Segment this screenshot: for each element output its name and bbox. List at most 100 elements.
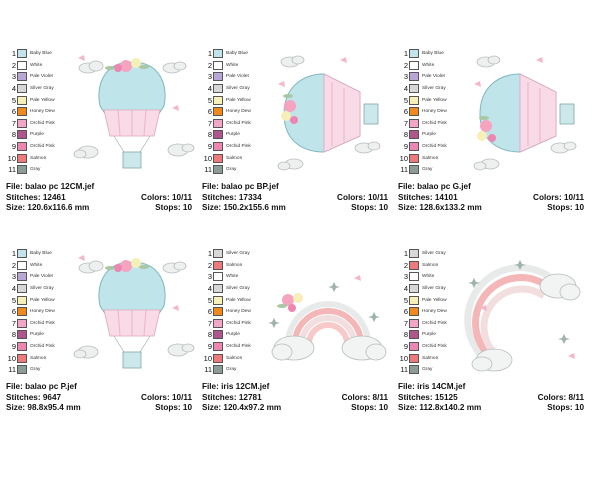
cloud-icon [471, 348, 513, 372]
thread-number: 9 [403, 142, 408, 152]
file-name: File: balao pc 12CM.jef [6, 182, 95, 191]
cloud-icon [73, 345, 99, 359]
thread-name: Salmon [226, 262, 243, 268]
thread-name: Salmon [226, 155, 243, 161]
cloud-icon [271, 335, 315, 361]
thread-number: 7 [207, 118, 212, 128]
thread-swatch [213, 295, 223, 305]
thread-number: 3 [207, 72, 212, 82]
stop-count: Stops: 10 [351, 203, 388, 212]
thread-name: Salmon [422, 355, 439, 361]
thread-number: 8 [11, 330, 16, 340]
stitch-count: Stitches: 12781 [202, 392, 262, 402]
thread-name: Orchid Pink [30, 320, 55, 326]
thread-swatch [213, 272, 223, 282]
thread-swatch [213, 84, 223, 94]
file-name: File: balao pc P.jef [6, 382, 77, 391]
thread-number: 1 [207, 249, 212, 259]
thread-color-row: 11 Gray [398, 164, 478, 176]
thread-swatch [213, 107, 223, 117]
cloud-icon [473, 158, 500, 171]
cloud-icon [162, 261, 187, 274]
design-size: Size: 98.8x95.4 mm [6, 403, 81, 412]
thread-name: Orchid Pink [226, 144, 251, 150]
thread-name: Pale Yellow [226, 97, 251, 103]
thread-name: Gray [226, 167, 237, 173]
stop-count: Stops: 10 [155, 403, 192, 412]
thread-color-row: 11 Gray [6, 364, 86, 376]
thread-swatch [213, 72, 223, 82]
butterfly-icon [354, 275, 361, 281]
thread-color-row: 6 Honey Dew [6, 106, 86, 118]
thread-number: 3 [11, 272, 16, 282]
thread-color-row: 7 Orchid Pink [6, 118, 86, 130]
thread-color-row: 4 Silver Gray [398, 283, 478, 295]
cloud-icon [539, 273, 581, 301]
thread-name: Orchid Pink [226, 320, 251, 326]
thread-color-row: 7 Orchid Pink [398, 118, 478, 130]
butterfly-icon [78, 255, 179, 311]
thread-number: 1 [403, 249, 408, 259]
thread-name: Baby Blue [30, 251, 52, 257]
thread-number: 9 [11, 142, 16, 152]
thread-color-row: 6 Honey Dew [398, 106, 478, 118]
thread-number: 11 [204, 365, 212, 375]
cloud-icon [476, 55, 501, 68]
thread-swatch [213, 60, 223, 70]
thread-swatch [409, 295, 419, 305]
thread-name: Orchid Pink [422, 120, 447, 126]
flower-icon [105, 258, 149, 272]
flower-icon [281, 94, 298, 124]
thread-number: 10 [399, 153, 408, 163]
stitch-count: Stitches: 12461 [6, 192, 66, 202]
thread-swatch [213, 249, 223, 259]
thread-number: 2 [11, 60, 16, 70]
thread-palette: 1 Baby Blue 2 White 3 Pale Violet 4 Silver Gray… [6, 48, 86, 176]
thread-name: Honey Dew [30, 309, 55, 315]
thread-number: 6 [403, 307, 408, 317]
thread-name: Silver Gray [226, 86, 250, 92]
thread-swatch [213, 142, 223, 152]
star-icon [268, 282, 380, 328]
thread-number: 9 [207, 142, 212, 152]
thread-color-row: 5 Pale Yellow [202, 94, 282, 106]
thread-color-row: 2 White [6, 260, 86, 272]
thread-name: Baby Blue [422, 51, 444, 57]
thread-name: White [422, 62, 435, 68]
design-size: Size: 120.6x116.6 mm [6, 203, 90, 212]
thread-name: Salmon [30, 355, 47, 361]
thread-color-row: 10 Salmon [202, 352, 282, 364]
design-card-balao-bp: 1 Baby Blue 2 White 3 Pale Violet 4 Silver Gray… [202, 48, 392, 238]
stitch-count: Stitches: 14101 [398, 192, 458, 202]
file-name: File: iris 12CM.jef [202, 382, 270, 391]
thread-name: Gray [226, 367, 237, 373]
thread-number: 4 [207, 84, 212, 94]
thread-swatch [17, 342, 27, 352]
thread-swatch [213, 330, 223, 340]
thread-number: 2 [11, 260, 16, 270]
flower-icon [277, 293, 303, 312]
thread-swatch [17, 72, 27, 82]
thread-swatch [17, 318, 27, 328]
thread-swatch [17, 107, 27, 117]
thread-color-row: 3 Pale Violet [6, 271, 86, 283]
thread-color-row: 5 Pale Yellow [6, 94, 86, 106]
thread-color-row: 2 White [202, 60, 282, 72]
thread-swatch [213, 153, 223, 163]
thread-number: 10 [399, 353, 408, 363]
rainbow-embroidery-image [464, 260, 581, 372]
thread-name: White [226, 274, 239, 280]
thread-number: 7 [403, 118, 408, 128]
file-name: File: balao pc G.jef [398, 182, 471, 191]
cloud-icon [277, 158, 304, 171]
thread-name: Salmon [422, 262, 439, 268]
thread-color-row: 5 Pale Yellow [202, 294, 282, 306]
thread-name: Pale Violet [30, 74, 53, 80]
thread-name: Baby Blue [30, 51, 52, 57]
thread-swatch [409, 284, 419, 294]
thread-color-row: 9 Orchid Pink [398, 141, 478, 153]
thread-number: 7 [403, 318, 408, 328]
thread-palette: 1 Baby Blue 2 White 3 Pale Violet 4 Silver Gray… [398, 48, 478, 176]
thread-name: White [422, 274, 435, 280]
thread-name: Orchid Pink [226, 344, 251, 350]
